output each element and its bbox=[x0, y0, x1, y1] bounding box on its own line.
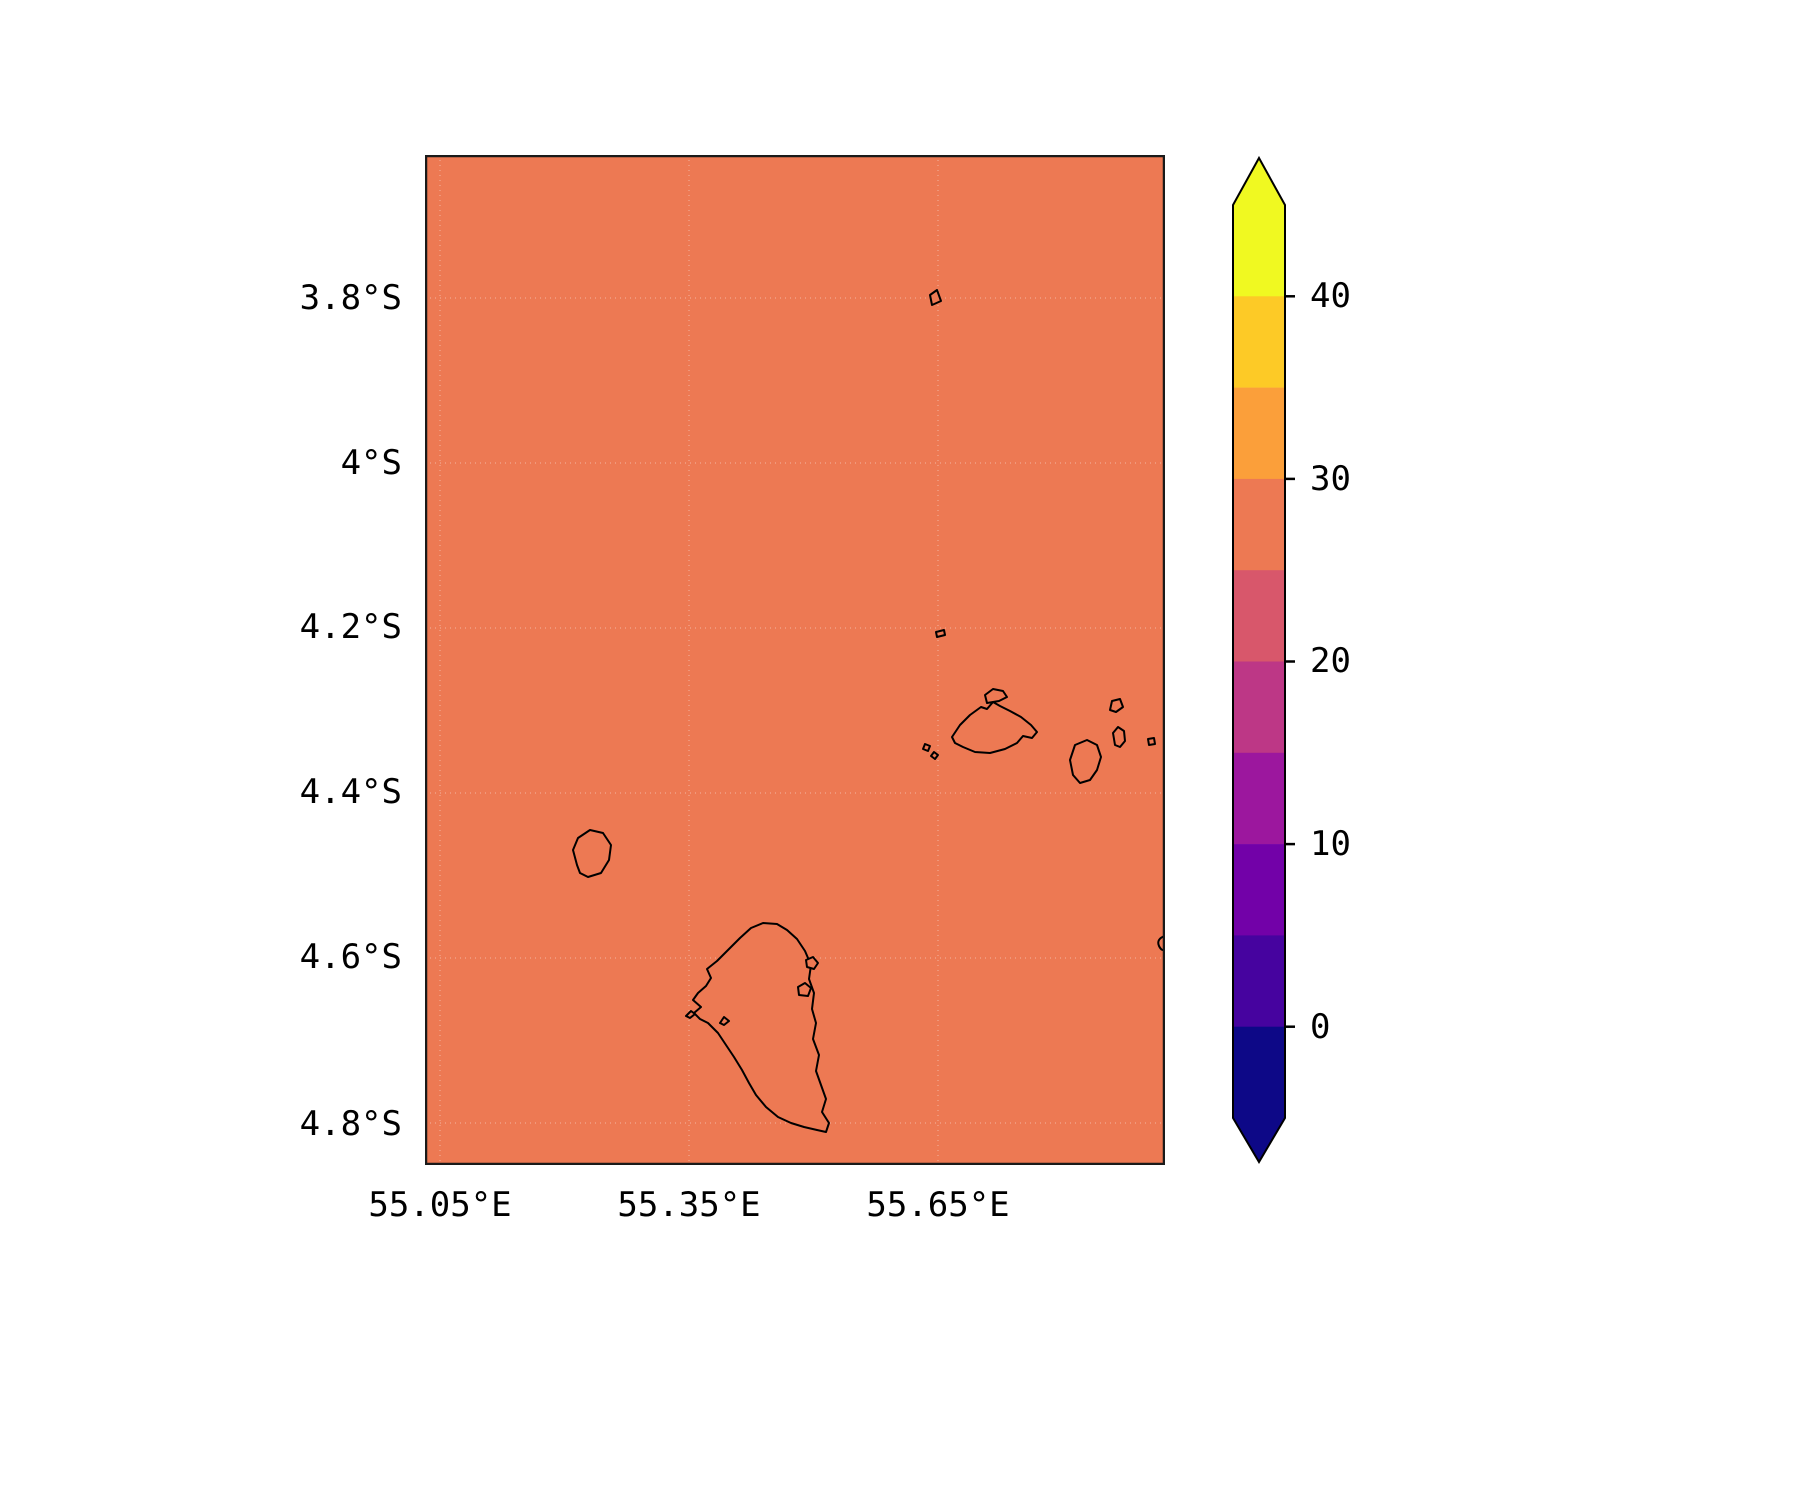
coastline-cousine bbox=[930, 751, 939, 760]
coastline-la-digue bbox=[1069, 739, 1102, 784]
colorbar-segment bbox=[1233, 844, 1285, 936]
coastline-felicite bbox=[1109, 698, 1124, 713]
coastline-cousin bbox=[922, 743, 931, 752]
colorbar-segment bbox=[1233, 752, 1285, 845]
coastlines-layer bbox=[572, 289, 1166, 1133]
colorbar-ticks bbox=[1285, 295, 1295, 1028]
coastline-praslin bbox=[951, 701, 1038, 754]
coastline-cerf bbox=[797, 982, 812, 997]
y-tick-label-4s: 4°S bbox=[340, 443, 402, 483]
colorbar-tick-label-20: 20 bbox=[1310, 641, 1351, 681]
coastline-curieuse bbox=[984, 688, 1008, 704]
coastline-conception bbox=[685, 1010, 696, 1019]
coastline-islet-east bbox=[1147, 737, 1156, 746]
colorbar-tick-label-30: 30 bbox=[1310, 459, 1351, 499]
colorbar-tick-label-10: 10 bbox=[1310, 824, 1351, 864]
colorbar-svg bbox=[1232, 155, 1295, 1164]
x-tick-label-55-05e: 55.05°E bbox=[368, 1185, 512, 1225]
coastline-islet-north bbox=[929, 289, 942, 306]
y-tick-label-4-8s: 4.8°S bbox=[299, 1104, 402, 1144]
x-tick-label-55-65e: 55.65°E bbox=[866, 1185, 1010, 1225]
colorbar-outline bbox=[1232, 155, 1286, 1164]
colorbar-segment bbox=[1233, 935, 1285, 1027]
colorbar-segment bbox=[1233, 661, 1285, 754]
axes-frame bbox=[424, 154, 1166, 1166]
colorbar-segment bbox=[1233, 478, 1285, 571]
colorbar-tick-label-0: 0 bbox=[1310, 1007, 1331, 1047]
colorbar-tick-label-40: 40 bbox=[1310, 276, 1351, 316]
coastline-therese bbox=[719, 1016, 730, 1026]
y-tick-label-4-4s: 4.4°S bbox=[299, 772, 402, 812]
colorbar-segment bbox=[1233, 387, 1285, 480]
colorbar-segment bbox=[1233, 570, 1285, 662]
map-plot bbox=[424, 154, 1166, 1166]
y-tick-label-3-8s: 3.8°S bbox=[299, 278, 402, 318]
colorbar bbox=[1225, 155, 1305, 1165]
coastline-marianne bbox=[1112, 726, 1126, 748]
colorbar-segment bbox=[1233, 205, 1285, 297]
coastline-islet-mid bbox=[935, 629, 946, 638]
coastline-mahe bbox=[692, 922, 830, 1133]
map-svg bbox=[424, 154, 1166, 1166]
colorbar-segment bbox=[1233, 1026, 1285, 1118]
coastline-ste-anne bbox=[805, 956, 819, 970]
colorbar-segment bbox=[1233, 296, 1285, 388]
coastline-silhouette bbox=[572, 829, 612, 878]
y-tick-label-4-6s: 4.6°S bbox=[299, 937, 402, 977]
colorbar-under-triangle bbox=[1233, 1118, 1285, 1162]
colorbar-over-triangle bbox=[1233, 158, 1285, 205]
x-tick-label-55-35e: 55.35°E bbox=[617, 1185, 761, 1225]
y-tick-label-4-2s: 4.2°S bbox=[299, 607, 402, 647]
